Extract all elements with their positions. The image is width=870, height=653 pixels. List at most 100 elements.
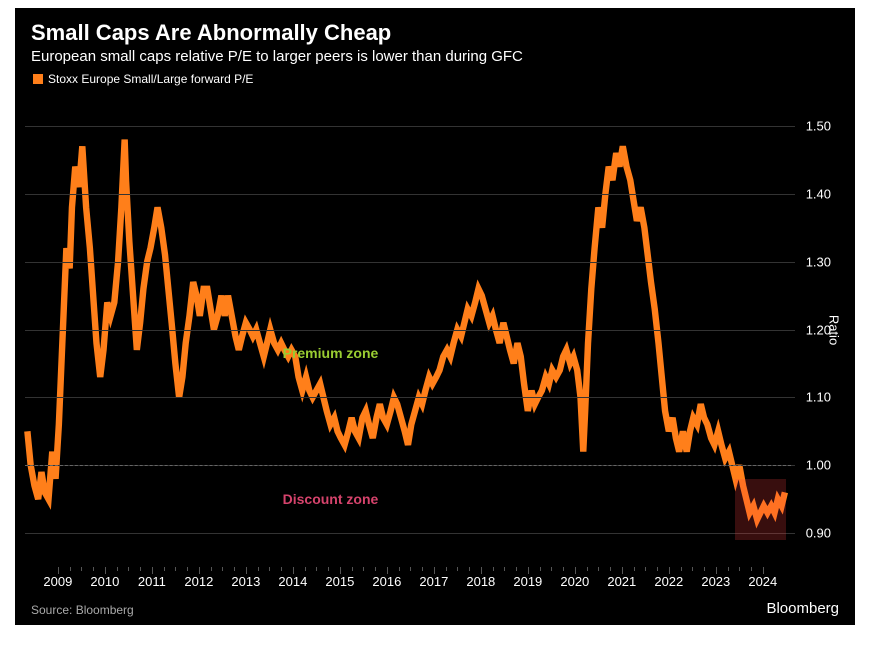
x-minor-tick xyxy=(258,567,259,571)
x-minor-tick xyxy=(457,567,458,571)
highlight-box xyxy=(735,479,787,540)
x-major-tick xyxy=(387,567,388,574)
x-minor-tick xyxy=(363,567,364,571)
x-minor-tick xyxy=(117,567,118,571)
legend-swatch xyxy=(33,74,43,84)
x-tick-label: 2013 xyxy=(231,574,260,589)
x-minor-tick xyxy=(563,567,564,571)
x-tick-label: 2012 xyxy=(184,574,213,589)
x-minor-tick xyxy=(645,567,646,571)
x-tick-label: 2014 xyxy=(278,574,307,589)
x-tick-label: 2016 xyxy=(372,574,401,589)
y-tick-label: 1.20 xyxy=(806,322,831,337)
y-tick-label: 0.90 xyxy=(806,526,831,541)
x-minor-tick xyxy=(422,567,423,571)
x-tick-label: 2018 xyxy=(466,574,495,589)
x-minor-tick xyxy=(328,567,329,571)
x-tick-label: 2021 xyxy=(607,574,636,589)
x-major-tick xyxy=(58,567,59,574)
x-major-tick xyxy=(246,567,247,574)
chart-panel: Small Caps Are Abnormally Cheap European… xyxy=(15,8,855,625)
gridline xyxy=(25,397,795,398)
x-minor-tick xyxy=(128,567,129,571)
x-major-tick xyxy=(434,567,435,574)
x-major-tick xyxy=(716,567,717,574)
x-tick-label: 2009 xyxy=(43,574,72,589)
x-minor-tick xyxy=(164,567,165,571)
gridline xyxy=(25,533,795,534)
x-minor-tick xyxy=(187,567,188,571)
x-minor-tick xyxy=(739,567,740,571)
x-minor-tick xyxy=(305,567,306,571)
x-minor-tick xyxy=(681,567,682,571)
chart-container: Small Caps Are Abnormally Cheap European… xyxy=(0,0,870,653)
x-major-tick xyxy=(105,567,106,574)
gridline xyxy=(25,126,795,127)
x-major-tick xyxy=(528,567,529,574)
x-major-tick xyxy=(575,567,576,574)
x-minor-tick xyxy=(551,567,552,571)
x-minor-tick xyxy=(222,567,223,571)
x-minor-tick xyxy=(269,567,270,571)
x-minor-tick xyxy=(140,567,141,571)
x-major-tick xyxy=(669,567,670,574)
x-minor-tick xyxy=(493,567,494,571)
x-minor-tick xyxy=(70,567,71,571)
x-minor-tick xyxy=(211,567,212,571)
x-minor-tick xyxy=(598,567,599,571)
y-tick-label: 1.30 xyxy=(806,254,831,269)
baseline xyxy=(25,465,791,466)
x-tick-label: 2023 xyxy=(701,574,730,589)
source-text: Source: Bloomberg xyxy=(31,603,134,617)
x-minor-tick xyxy=(375,567,376,571)
x-major-tick xyxy=(340,567,341,574)
x-minor-tick xyxy=(634,567,635,571)
x-minor-tick xyxy=(81,567,82,571)
x-tick-label: 2015 xyxy=(325,574,354,589)
x-major-tick xyxy=(152,567,153,574)
x-tick-label: 2022 xyxy=(654,574,683,589)
y-tick-label: 1.40 xyxy=(806,186,831,201)
x-major-tick xyxy=(763,567,764,574)
x-major-tick xyxy=(199,567,200,574)
x-tick-label: 2019 xyxy=(513,574,542,589)
gridline xyxy=(25,330,795,331)
legend-label: Stoxx Europe Small/Large forward P/E xyxy=(48,72,253,86)
plot-area: Ratio 0.901.001.101.201.301.401.50200920… xyxy=(25,92,791,567)
x-minor-tick xyxy=(587,567,588,571)
x-minor-tick xyxy=(93,567,94,571)
chart-subtitle: European small caps relative P/E to larg… xyxy=(31,48,523,65)
x-minor-tick xyxy=(469,567,470,571)
x-minor-tick xyxy=(446,567,447,571)
discount-zone-label: Discount zone xyxy=(283,491,379,507)
x-minor-tick xyxy=(281,567,282,571)
x-major-tick xyxy=(622,567,623,574)
x-minor-tick xyxy=(175,567,176,571)
x-tick-label: 2010 xyxy=(90,574,119,589)
x-major-tick xyxy=(293,567,294,574)
x-tick-label: 2020 xyxy=(560,574,589,589)
x-minor-tick xyxy=(410,567,411,571)
x-tick-label: 2024 xyxy=(748,574,777,589)
x-tick-label: 2011 xyxy=(138,574,166,589)
x-major-tick xyxy=(481,567,482,574)
x-minor-tick xyxy=(516,567,517,571)
y-tick-label: 1.50 xyxy=(806,118,831,133)
premium-zone-label: Premium zone xyxy=(283,345,379,361)
brand-text: Bloomberg xyxy=(766,600,839,617)
gridline xyxy=(25,262,795,263)
x-minor-tick xyxy=(728,567,729,571)
y-tick-label: 1.00 xyxy=(806,458,831,473)
chart-title: Small Caps Are Abnormally Cheap xyxy=(31,20,391,46)
x-minor-tick xyxy=(316,567,317,571)
x-minor-tick xyxy=(692,567,693,571)
y-tick-label: 1.10 xyxy=(806,390,831,405)
x-minor-tick xyxy=(704,567,705,571)
x-minor-tick xyxy=(399,567,400,571)
gridline xyxy=(25,194,795,195)
x-tick-label: 2017 xyxy=(419,574,448,589)
x-minor-tick xyxy=(234,567,235,571)
x-minor-tick xyxy=(352,567,353,571)
x-minor-tick xyxy=(751,567,752,571)
x-minor-tick xyxy=(504,567,505,571)
